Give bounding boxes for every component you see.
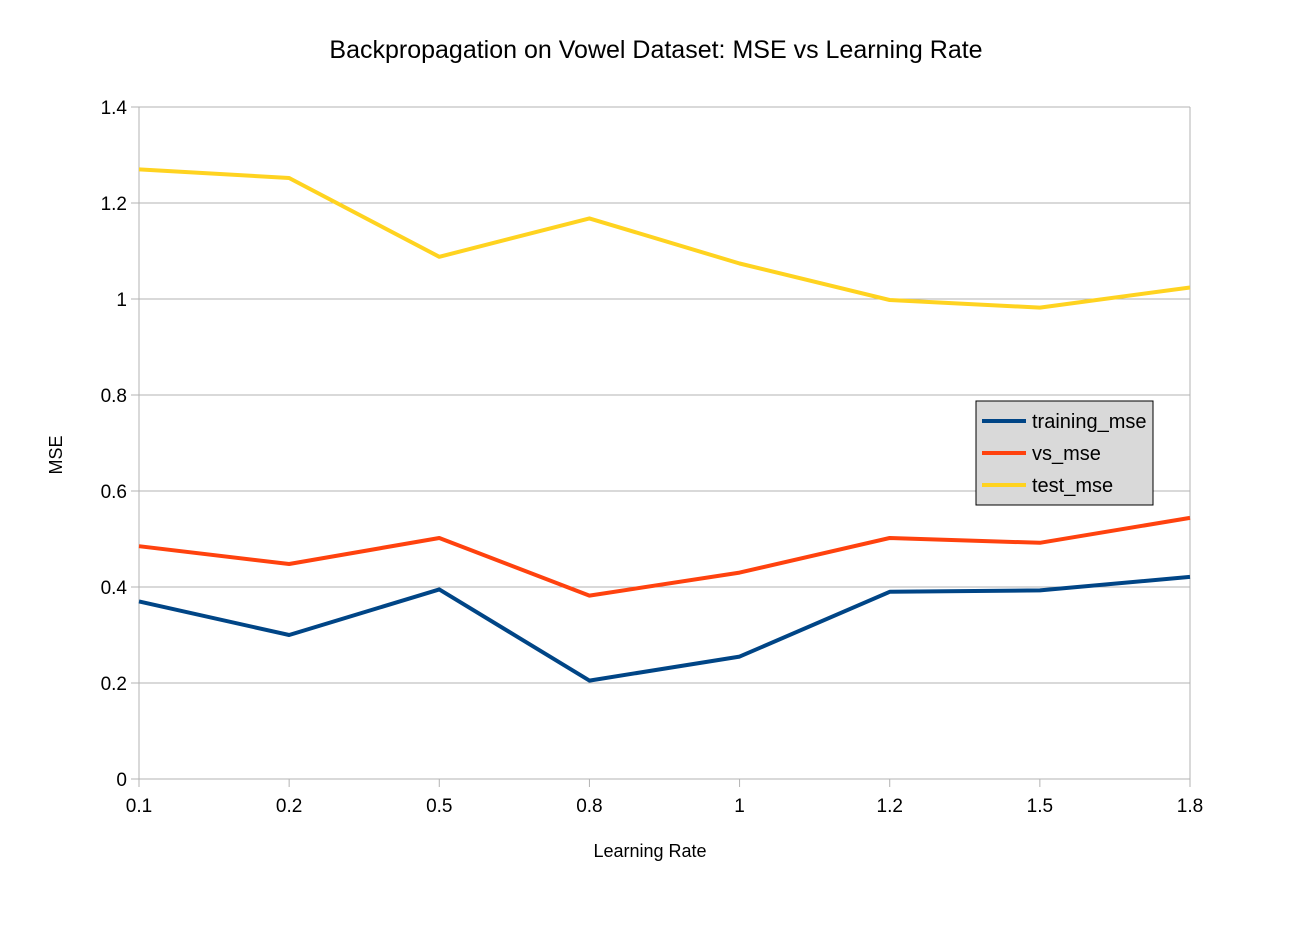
y-tick-labels: 0 0.2 0.4 0.6 0.8 1 1.2 1.4 — [101, 98, 128, 791]
x-tick-label: 1.2 — [877, 796, 903, 817]
legend-label-test-mse: test_mse — [1032, 475, 1113, 497]
series-line-vs-mse — [138, 515, 1191, 598]
legend: training_mse vs_mse test_mse — [975, 400, 1154, 506]
x-tick-label: 1.8 — [1177, 796, 1203, 817]
legend-label-vs-mse: vs_mse — [1032, 443, 1101, 465]
x-tick-labels: 0.1 0.2 0.5 0.8 1 1.2 1.5 1.8 — [126, 796, 1203, 817]
axes — [131, 106, 1191, 787]
y-tick-label: 1 — [116, 290, 127, 311]
legend-items: training_mse vs_mse test_mse — [982, 411, 1147, 497]
x-tick-label: 0.2 — [276, 796, 302, 817]
y-tick-label: 1.4 — [101, 98, 128, 119]
series-line-test-mse — [138, 167, 1191, 310]
y-tick-label: 0.4 — [101, 578, 128, 599]
y-tick-label: 0 — [116, 770, 127, 791]
y-axis-title: MSE — [46, 435, 66, 474]
y-tick-label: 0.8 — [101, 386, 127, 407]
series-lines — [138, 167, 1191, 683]
legend-label-training-mse: training_mse — [1032, 411, 1147, 433]
x-tick-label: 0.8 — [576, 796, 602, 817]
y-tick-label: 1.2 — [101, 194, 127, 215]
x-tick-label: 0.1 — [126, 796, 152, 817]
x-axis-title: Learning Rate — [593, 841, 706, 861]
chart-title: Backpropagation on Vowel Dataset: MSE vs… — [329, 36, 982, 64]
x-tick-label: 1 — [734, 796, 745, 817]
series-line-training-mse — [138, 574, 1191, 683]
y-tick-label: 0.6 — [101, 482, 127, 503]
y-tick-label: 0.2 — [101, 674, 127, 695]
x-tick-label: 0.5 — [426, 796, 452, 817]
gridlines — [139, 106, 1190, 780]
x-tick-label: 1.5 — [1027, 796, 1053, 817]
